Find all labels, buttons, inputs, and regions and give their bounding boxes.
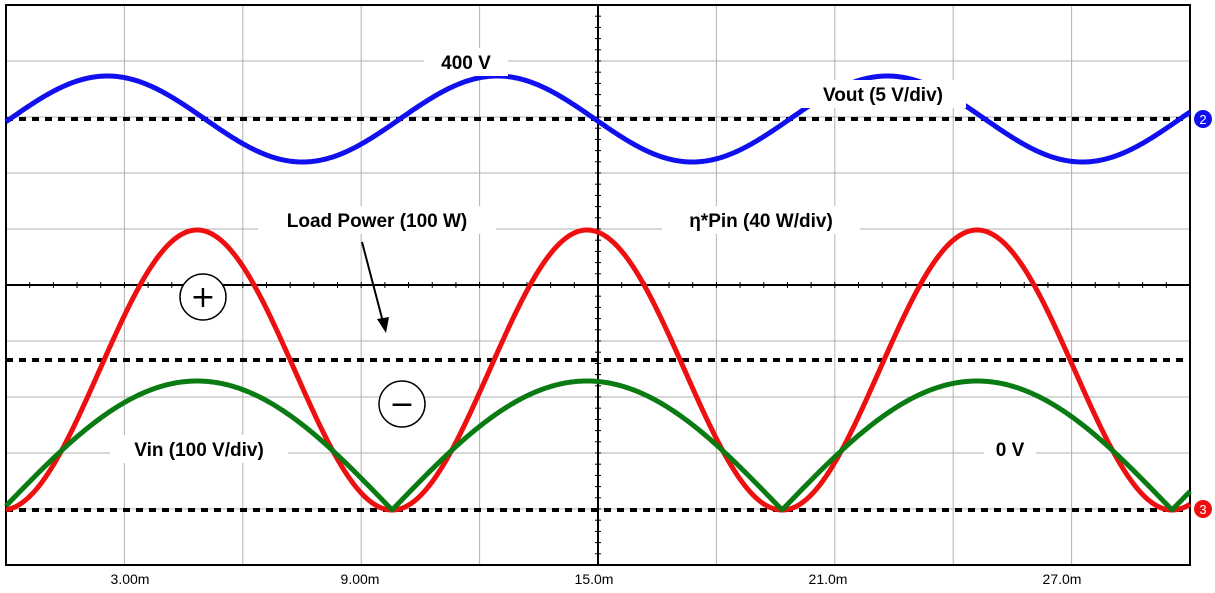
label-eta-pin: η*Pin (40 W/div) <box>689 211 833 232</box>
plus-symbol: + <box>190 280 215 315</box>
label-vin: Vin (100 V/div) <box>134 440 264 461</box>
minus-symbol: − <box>389 387 414 422</box>
channel-2-label: 2 <box>1199 112 1206 127</box>
traces <box>4 73 1192 513</box>
channel-3-marker <box>1194 500 1212 518</box>
eta-pin-trace <box>4 227 1192 513</box>
x-tick-label: 27.0m <box>1043 571 1082 587</box>
vin-trace <box>4 378 1192 513</box>
minus-circle <box>378 380 426 428</box>
plus-circle <box>179 273 227 321</box>
channel-2-marker <box>1194 110 1212 128</box>
label-400v: 400 V <box>441 53 491 74</box>
plot-frame <box>5 4 1191 566</box>
load-power-arrowhead <box>377 317 389 333</box>
label-0v: 0 V <box>996 440 1025 461</box>
vout-trace <box>4 73 1192 165</box>
load-power-arrow <box>361 241 384 323</box>
channel-3-label: 3 <box>1199 502 1206 517</box>
x-tick-label: 9.00m <box>341 571 380 587</box>
x-tick-label: 21.0m <box>809 571 848 587</box>
x-tick-label: 3.00m <box>111 571 150 587</box>
label-vout: Vout (5 V/div) <box>823 85 943 106</box>
x-tick-label: 15.0m <box>575 571 614 587</box>
label-load-power: Load Power (100 W) <box>287 211 468 232</box>
